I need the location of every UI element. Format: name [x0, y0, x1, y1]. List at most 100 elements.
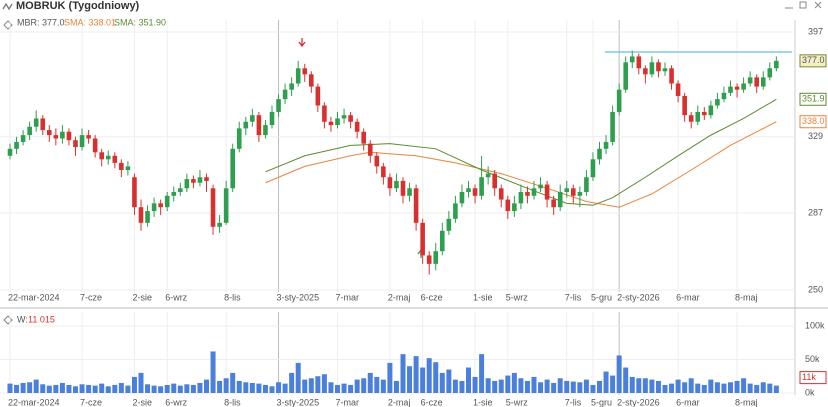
candle-body: [250, 115, 255, 122]
volume-bar: [577, 382, 583, 393]
y-tick-label: 329: [808, 131, 823, 141]
candle-body: [230, 148, 235, 189]
candle-body: [760, 77, 766, 87]
legend-item: SMA: 338.01: [64, 17, 116, 27]
volume-bar: [669, 383, 675, 393]
legend-item: SMA: 351.90: [114, 17, 166, 27]
candle-body: [675, 83, 681, 96]
candle-body: [551, 199, 556, 208]
candle-body: [210, 188, 216, 227]
candle-body: [682, 95, 687, 116]
x-tick-label: 7-mar: [336, 397, 360, 407]
volume-bar: [335, 384, 340, 393]
volume-bar: [682, 382, 688, 393]
y-tick-label: 397: [808, 26, 823, 36]
volume-bar: [433, 362, 439, 393]
candle-body: [138, 207, 144, 223]
volume-bar: [243, 382, 249, 393]
volume-bar: [610, 375, 616, 393]
candle-body: [20, 135, 26, 142]
volume-bar: [217, 380, 223, 393]
x-tick-label: 6-cze: [421, 397, 443, 407]
volume-bar: [236, 380, 242, 393]
volume-bar: [741, 378, 747, 393]
candle-body: [643, 68, 648, 75]
candle-body: [315, 86, 321, 106]
x-tick-label: 7-lis: [565, 292, 582, 302]
candle-body: [623, 62, 628, 90]
candle-body: [721, 92, 727, 100]
x-tick-label: 5-wrz: [506, 292, 528, 302]
volume-tick-label: 50k: [805, 354, 820, 364]
volume-bar: [754, 384, 760, 393]
volume-bar: [79, 384, 85, 393]
volume-bar: [210, 351, 216, 393]
volume-bar: [230, 372, 236, 393]
candle-body: [741, 83, 746, 90]
candle-body: [151, 203, 157, 212]
volume-bar: [27, 382, 33, 393]
candle-body: [7, 148, 13, 156]
x-tick-label: 3-sty-2025: [277, 292, 320, 302]
volume-bar: [570, 381, 576, 393]
volume-bar: [282, 383, 288, 393]
volume-bar: [177, 385, 183, 393]
candle-body: [243, 121, 249, 129]
candle-body: [544, 184, 550, 200]
volume-legend: W:: [17, 314, 28, 324]
volume-bar: [472, 376, 478, 393]
candle-body: [662, 68, 668, 72]
volume-bar: [662, 384, 668, 393]
x-tick-label: 2-sty-2026: [617, 397, 660, 407]
x-tick-label: 22-mar-2024: [8, 397, 60, 407]
window-controls[interactable]: [785, 1, 822, 9]
volume-bar: [66, 384, 72, 393]
candle-body: [669, 68, 674, 84]
x-tick-label: 7-cze: [80, 292, 102, 302]
candle-body: [577, 192, 583, 196]
candle-body: [688, 115, 694, 122]
candle-body: [164, 195, 170, 208]
legend-item: MBR: 377.0: [17, 17, 65, 27]
x-tick-label: 6-mar: [676, 397, 700, 407]
candle-body: [538, 184, 543, 189]
candle-body: [525, 192, 530, 196]
candle-body: [191, 179, 196, 183]
volume-bar: [20, 382, 26, 393]
volume-bar: [59, 382, 65, 393]
close-button[interactable]: [814, 1, 822, 9]
volume-bar: [112, 384, 118, 393]
candle-body: [295, 68, 301, 84]
volume-bar: [485, 378, 491, 393]
volume-bar: [7, 383, 13, 393]
volume-bar: [138, 372, 144, 393]
volume-bar: [118, 382, 124, 393]
volume-bar: [642, 378, 648, 393]
volume-bar: [616, 355, 622, 393]
volume-bar: [701, 384, 707, 393]
volume-bar: [420, 367, 426, 393]
volume-bar: [145, 384, 151, 393]
legend-icon: [3, 20, 13, 30]
x-tick-label: 7-cze: [80, 397, 102, 407]
volume-bar: [184, 384, 190, 393]
x-tick-label: 7-mar: [336, 292, 360, 302]
candle-body: [498, 188, 504, 200]
candle-body: [367, 143, 373, 156]
volume-bar: [466, 367, 471, 393]
volume-bar: [393, 380, 399, 393]
candle-body: [400, 180, 406, 196]
volume-bar: [708, 379, 714, 393]
volume-bar: [557, 378, 563, 393]
volume-bar: [479, 354, 485, 393]
volume-bar: [321, 374, 327, 393]
volume-bar: [33, 379, 39, 393]
candle-body: [302, 68, 308, 75]
x-tick-label: 1-sie: [473, 292, 493, 302]
restore-button[interactable]: [799, 1, 807, 9]
x-tick-label: 5-wrz: [506, 397, 528, 407]
volume-bar: [348, 384, 354, 393]
x-tick-label: 8-lis: [224, 292, 241, 302]
